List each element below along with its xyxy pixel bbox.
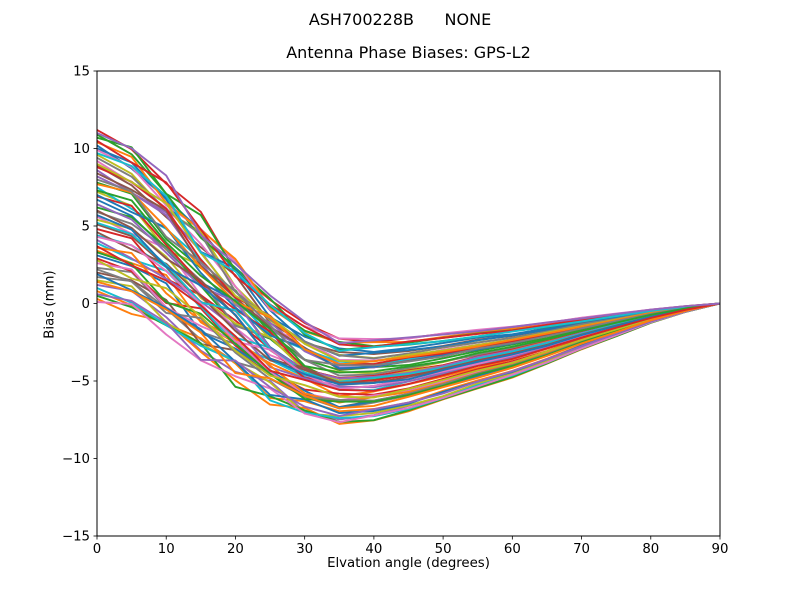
plot-border xyxy=(96,70,721,537)
y-axis-label: Bias (mm) xyxy=(42,270,58,339)
series-line xyxy=(96,214,721,386)
series-line xyxy=(96,251,721,403)
series-line xyxy=(96,189,721,374)
x-tick-label: 80 xyxy=(642,542,659,557)
series-line xyxy=(96,178,721,367)
series-line xyxy=(96,152,721,352)
x-tick-label: 90 xyxy=(712,542,729,557)
series-line xyxy=(96,293,721,417)
y-tick-label: −5 xyxy=(70,375,90,390)
series-line xyxy=(96,183,721,366)
y-tick-label: 0 xyxy=(82,297,90,312)
series-line xyxy=(96,245,721,392)
series-line xyxy=(96,132,721,345)
x-tick-label: 30 xyxy=(296,542,313,557)
y-tick-label: 10 xyxy=(73,142,90,157)
x-tick-label: 10 xyxy=(158,542,175,557)
y-tick-label: 15 xyxy=(73,65,90,80)
x-axis-label: Elvation angle (degrees) xyxy=(327,556,490,571)
series-line xyxy=(96,259,721,399)
x-tick-label: 50 xyxy=(435,542,452,557)
y-tick-label: −10 xyxy=(62,452,90,467)
figure-suptitle: ASH700228B NONE xyxy=(308,10,492,29)
axes-title: Antenna Phase Biases: GPS-L2 xyxy=(286,43,531,62)
series-line xyxy=(96,280,721,410)
x-tick-label: 70 xyxy=(573,542,590,557)
x-tick-label: 40 xyxy=(365,542,382,557)
series-line xyxy=(96,215,721,390)
x-tick-label: 0 xyxy=(93,542,101,557)
x-tick-label: 60 xyxy=(504,542,521,557)
y-tick-label: −15 xyxy=(62,530,90,545)
x-tick-label: 20 xyxy=(227,542,244,557)
y-tick-label: 5 xyxy=(82,220,90,235)
